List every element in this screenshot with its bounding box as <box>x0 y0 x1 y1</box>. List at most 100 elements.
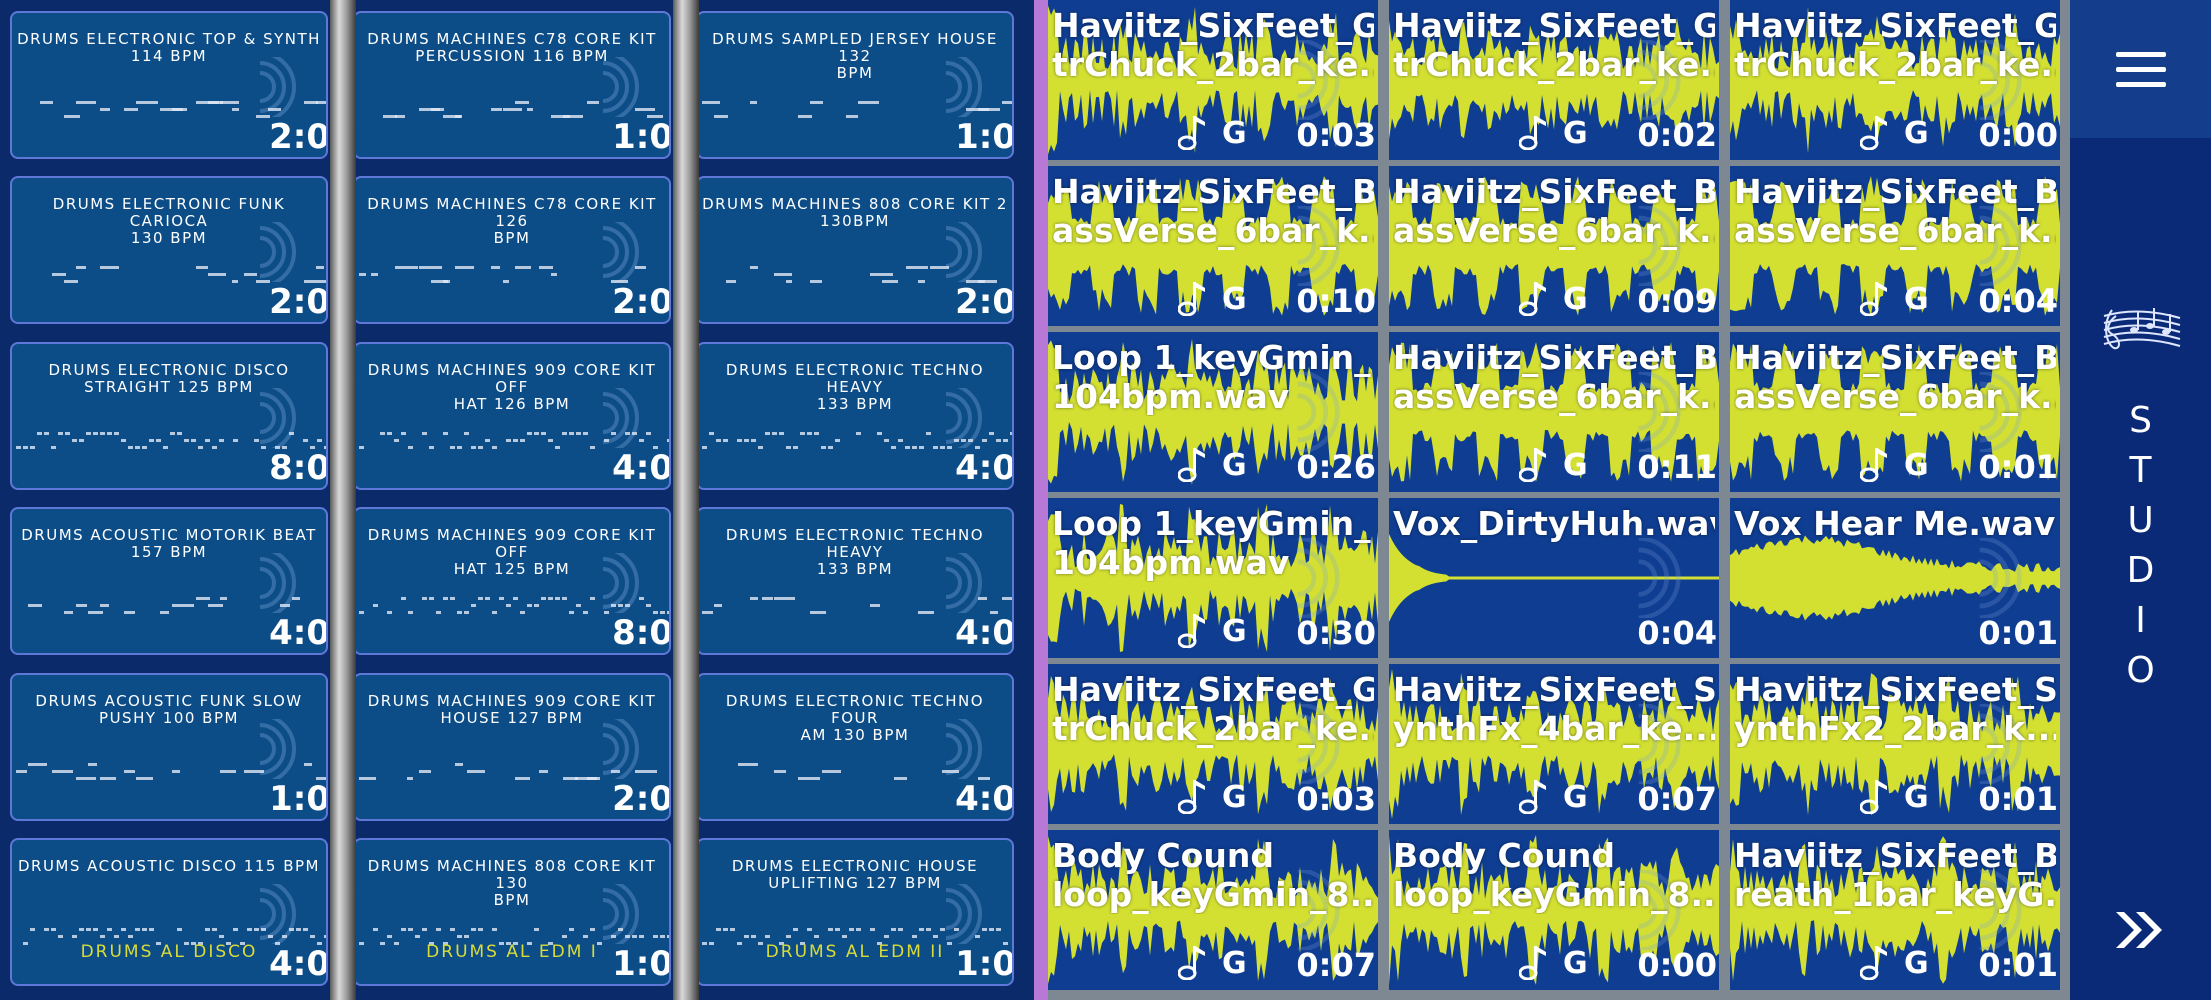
panel-divider <box>1034 0 1048 1000</box>
clip-name: Body Cound loop_keyGmin_8... <box>1393 836 1715 914</box>
pattern-title: DRUMS ELECTRONIC FUNK CARIOCA 130 BPM <box>52 195 286 247</box>
audio-clip-tile[interactable]: Haviitz_SixFeet_G trChuck_2bar_ke... G 0:0… <box>1048 664 1378 824</box>
drum-pattern-card[interactable]: DRUMS MACHINES 909 CORE KIT HOUSE 127 BP… <box>353 673 671 821</box>
audio-waveform <box>1048 503 1378 653</box>
sound-waves-icon <box>259 388 296 448</box>
clip-name: Haviitz_SixFeet_G trChuck_2bar_ke... <box>1393 6 1715 84</box>
music-note-icon <box>1178 946 1205 980</box>
audio-clip-tile[interactable]: Haviitz_SixFeet_B assVerse_6bar_k... G 0:0… <box>1730 332 2060 492</box>
music-staff-icon[interactable] <box>2098 300 2184 352</box>
audio-clip-tile[interactable]: Haviitz_SixFeet_B reath_1bar_keyG... G 0:0… <box>1730 830 2060 990</box>
pattern-title: DRUMS ELECTRONIC TECHNO HEAVY 133 BPM <box>725 361 985 413</box>
pattern-duration: 1:0 <box>269 779 328 819</box>
drum-pattern-card[interactable]: DRUMS ACOUSTIC FUNK SLOW PUSHY 100 BPM 1:… <box>10 673 328 821</box>
step-pattern <box>726 266 997 283</box>
audio-clip-tile[interactable]: Haviitz_SixFeet_S ynthFx_4bar_ke... G 0:07 <box>1389 664 1719 824</box>
clip-key: G <box>1563 116 1588 151</box>
music-note-icon <box>1178 614 1205 648</box>
drum-pattern-card[interactable]: DRUMS ELECTRONIC FUNK CARIOCA 130 BPM 2:0 <box>10 176 328 324</box>
audio-clip-tile[interactable]: Haviitz_SixFeet_G trChuck_2bar_ke... G 0:0… <box>1730 0 2060 160</box>
pattern-duration: 1:0 <box>955 944 1014 984</box>
drum-pattern-card[interactable]: DRUMS MACHINES 909 CORE KIT OFF HAT 125 … <box>353 507 671 655</box>
sound-waves-icon <box>1297 40 1340 120</box>
drum-pattern-card[interactable]: DRUMS MACHINES 808 CORE KIT 2 130BPM 2:0 <box>696 176 1014 324</box>
pattern-duration: 2:0 <box>269 117 328 157</box>
music-note-icon <box>1860 116 1887 150</box>
audio-clip-tile[interactable]: Haviitz_SixFeet_B assVerse_6bar_k... G 0:0… <box>1730 166 2060 326</box>
drum-pattern-card[interactable]: DRUMS MACHINES C78 CORE KIT 126 BPM 2:0 <box>353 176 671 324</box>
drum-pattern-card[interactable]: DRUMS ACOUSTIC MOTORIK BEAT 157 BPM 4:0 <box>10 507 328 655</box>
audio-clip-tile[interactable]: Loop 1_keyGmin_ 104bpm.wav G 0:30 <box>1048 498 1378 658</box>
step-pattern <box>52 266 326 283</box>
clip-key: G <box>1563 946 1588 981</box>
pattern-group-label: DRUMS AL EDM II <box>765 942 945 962</box>
step-pattern <box>40 101 326 118</box>
hamburger-menu-icon[interactable] <box>2116 52 2166 88</box>
audio-waveform <box>1730 672 2060 816</box>
audio-clip-tile[interactable]: Body Cound loop_keyGmin_8... G 0:00 <box>1389 830 1719 990</box>
music-note-icon <box>1178 780 1205 814</box>
drum-pattern-card[interactable]: DRUMS ACOUSTIC DISCO 115 BPM DRUMS AL DIS… <box>10 838 328 986</box>
drum-pattern-card[interactable]: DRUMS ELECTRONIC TECHNO HEAVY 133 BPM 4:0 <box>696 342 1014 490</box>
audio-clip-tile[interactable]: Body Cound loop_keyGmin_8... G 0:07 <box>1048 830 1378 990</box>
double-chevron-right-icon[interactable] <box>2114 908 2166 952</box>
clip-duration: 0:04 <box>1637 614 1717 652</box>
drum-pattern-card[interactable]: DRUMS MACHINES C78 CORE KIT PERCUSSION 1… <box>353 11 671 159</box>
drum-pattern-card[interactable]: DRUMS MACHINES 808 CORE KIT 130 BPM DRUMS… <box>353 838 671 986</box>
drum-pattern-card[interactable]: DRUMS ELECTRONIC HOUSE UPLIFTING 127 BPM… <box>696 838 1014 986</box>
clip-name: Haviitz_SixFeet_B assVerse_6bar_k... <box>1393 338 1715 416</box>
audio-clip-tile[interactable]: Vox Hear Me.wav 0:01 <box>1730 498 2060 658</box>
sound-waves-icon <box>1297 870 1340 950</box>
audio-clip-tile[interactable]: Loop 1_keyGmin_ 104bpm.wav G 0:26 <box>1048 332 1378 492</box>
drum-pattern-card[interactable]: DRUMS ELECTRONIC TECHNO HEAVY 133 BPM 4:0 <box>696 507 1014 655</box>
pattern-duration: 2:0 <box>612 779 671 819</box>
audio-waveform <box>1048 176 1378 316</box>
pattern-title: DRUMS MACHINES 909 CORE KIT OFF HAT 125 … <box>367 526 657 578</box>
clip-duration: 0:01 <box>1978 614 2058 652</box>
sound-waves-icon <box>602 57 639 117</box>
audio-clip-tile[interactable]: Vox_DirtyHuh.wav 0:04 <box>1389 498 1719 658</box>
step-pattern <box>738 763 990 780</box>
sound-waves-icon <box>259 719 296 779</box>
pattern-duration: 4:0 <box>955 448 1014 488</box>
music-note-icon <box>1519 282 1546 316</box>
clip-duration: 0:01 <box>1978 780 2058 818</box>
sound-waves-icon <box>1979 372 2022 452</box>
sound-waves-icon <box>602 222 639 282</box>
drum-pattern-card[interactable]: DRUMS SAMPLED JERSEY HOUSE 132 BPM 1:0 <box>696 11 1014 159</box>
music-note-icon <box>1178 282 1205 316</box>
clip-duration: 0:11 <box>1637 448 1717 486</box>
pattern-duration: 1:0 <box>612 117 671 157</box>
music-note-icon <box>1178 448 1205 482</box>
clip-name: Haviitz_SixFeet_B assVerse_6bar_k... <box>1052 172 1374 250</box>
drum-pattern-card[interactable]: DRUMS ELECTRONIC TOP & SYNTH 114 BPM 2:0 <box>10 11 328 159</box>
audio-waveform <box>1389 669 1719 819</box>
clip-duration: 0:07 <box>1296 946 1376 984</box>
step-pattern <box>702 928 1008 945</box>
audio-waveform <box>1730 176 2060 316</box>
clip-duration: 0:26 <box>1296 448 1376 486</box>
audio-clip-tile[interactable]: Haviitz_SixFeet_B assVerse_6bar_k... G 0:0… <box>1389 166 1719 326</box>
pattern-title: DRUMS ACOUSTIC FUNK SLOW PUSHY 100 BPM <box>35 692 303 727</box>
step-pattern <box>28 597 300 614</box>
sound-waves-icon <box>945 884 982 944</box>
column-rail <box>673 0 699 1000</box>
clip-duration: 0:00 <box>1978 116 2058 154</box>
drum-pattern-card[interactable]: DRUMS MACHINES 909 CORE KIT OFF HAT 126 … <box>353 342 671 490</box>
music-note-icon <box>1519 448 1546 482</box>
audio-clip-tile[interactable]: Haviitz_SixFeet_G trChuck_2bar_ke... G 0:0… <box>1048 0 1378 160</box>
audio-waveform <box>1730 535 2060 621</box>
audio-clip-tile[interactable]: Haviitz_SixFeet_G trChuck_2bar_ke... G 0:0… <box>1389 0 1719 160</box>
audio-clip-tile[interactable]: Haviitz_SixFeet_B assVerse_6bar_k... G 0:1… <box>1389 332 1719 492</box>
pattern-column-2: DRUMS MACHINES C78 CORE KIT PERCUSSION 1… <box>353 0 686 1000</box>
drum-pattern-card[interactable]: DRUMS ELECTRONIC DISCO STRAIGHT 125 BPM 8… <box>10 342 328 490</box>
step-pattern <box>23 928 326 945</box>
clip-name: Haviitz_SixFeet_S ynthFx_4bar_ke... <box>1393 670 1715 748</box>
pattern-column-3: DRUMS SAMPLED JERSEY HOUSE 132 BPM 1:0 DRU… <box>696 0 1029 1000</box>
clip-duration: 0:03 <box>1296 116 1376 154</box>
drum-pattern-card[interactable]: DRUMS ELECTRONIC TECHNO FOUR AM 130 BPM 4… <box>696 673 1014 821</box>
audio-clip-tile[interactable]: Haviitz_SixFeet_S ynthFx2_2bar_k... G 0:01 <box>1730 664 2060 824</box>
audio-clip-tile[interactable]: Haviitz_SixFeet_B assVerse_6bar_k... G 0:1… <box>1048 166 1378 326</box>
step-pattern <box>16 763 326 780</box>
